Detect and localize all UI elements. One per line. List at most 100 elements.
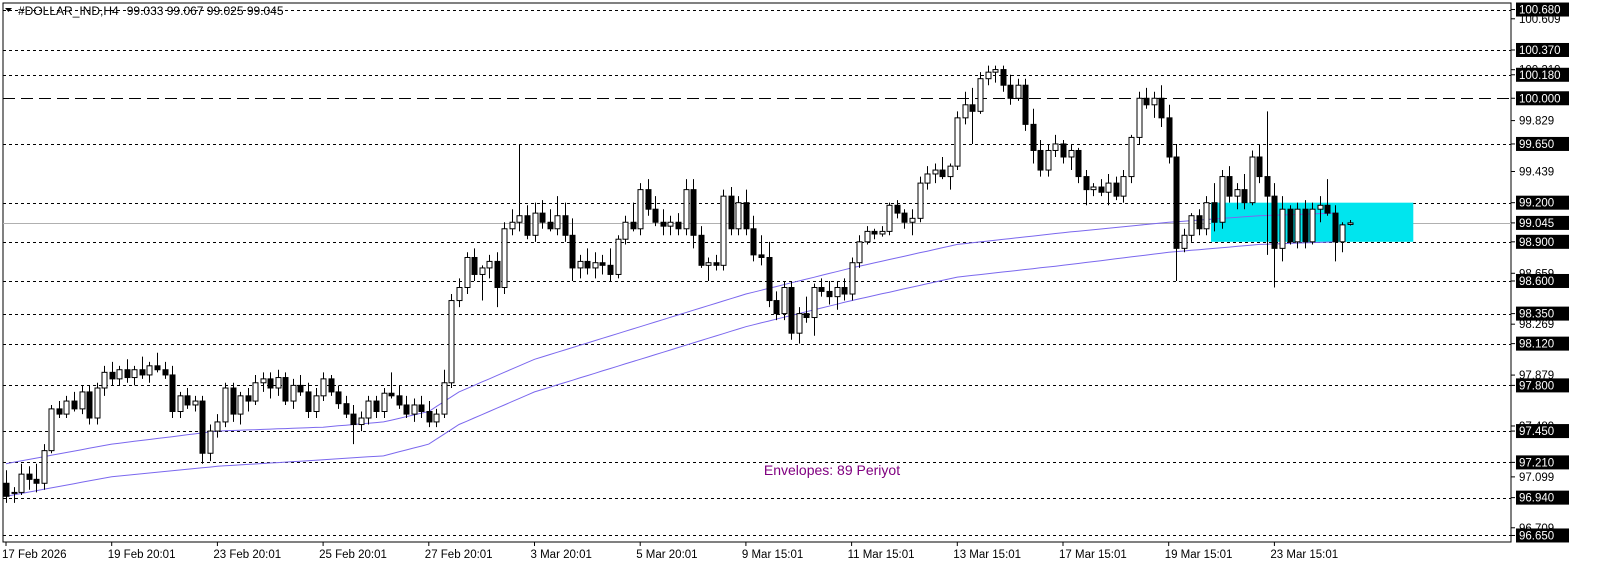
- candle[interactable]: [796, 307, 803, 344]
- candle[interactable]: [864, 226, 871, 245]
- candle[interactable]: [33, 463, 40, 493]
- candle[interactable]: [1158, 85, 1165, 127]
- candle[interactable]: [290, 378, 297, 409]
- candle[interactable]: [124, 359, 131, 383]
- candle[interactable]: [1196, 209, 1203, 236]
- candle[interactable]: [1128, 134, 1135, 184]
- candle[interactable]: [313, 388, 320, 419]
- candle[interactable]: [267, 372, 274, 399]
- candle[interactable]: [1324, 179, 1331, 216]
- candle[interactable]: [486, 254, 493, 279]
- candle[interactable]: [577, 254, 584, 279]
- candle[interactable]: [818, 278, 825, 297]
- candle[interactable]: [592, 252, 599, 279]
- candle[interactable]: [328, 374, 335, 396]
- candle[interactable]: [1203, 196, 1210, 236]
- candle[interactable]: [456, 278, 463, 308]
- candle[interactable]: [260, 372, 267, 392]
- candle[interactable]: [1181, 228, 1188, 253]
- candle[interactable]: [1045, 143, 1052, 177]
- candle[interactable]: [826, 280, 833, 305]
- candle[interactable]: [735, 196, 742, 236]
- candle[interactable]: [471, 248, 478, 281]
- candle[interactable]: [501, 222, 508, 295]
- candle[interactable]: [901, 209, 908, 229]
- candle[interactable]: [985, 65, 992, 86]
- candle[interactable]: [139, 356, 146, 379]
- candle[interactable]: [667, 215, 674, 236]
- candle[interactable]: [1256, 143, 1263, 184]
- candle[interactable]: [1083, 170, 1090, 206]
- candle[interactable]: [954, 111, 961, 171]
- candle[interactable]: [116, 365, 123, 386]
- candle[interactable]: [1022, 78, 1029, 131]
- candle[interactable]: [237, 391, 244, 425]
- candle[interactable]: [1166, 104, 1173, 164]
- candle[interactable]: [849, 257, 856, 301]
- candle[interactable]: [1347, 220, 1354, 226]
- candle[interactable]: [539, 200, 546, 229]
- candle[interactable]: [1287, 205, 1294, 245]
- candle[interactable]: [615, 235, 622, 279]
- candle[interactable]: [177, 391, 184, 419]
- candle[interactable]: [856, 235, 863, 268]
- candle[interactable]: [1279, 196, 1286, 262]
- candle[interactable]: [630, 202, 637, 232]
- candle[interactable]: [335, 385, 342, 409]
- time-axis[interactable]: 17 Feb 2026 19 Feb 20:01 23 Feb 20:01 25 Fe…: [2, 542, 1338, 561]
- candle[interactable]: [48, 404, 55, 454]
- candle[interactable]: [94, 382, 101, 425]
- candle[interactable]: [645, 179, 652, 216]
- candle[interactable]: [1075, 147, 1082, 184]
- candle[interactable]: [162, 361, 169, 379]
- chevron-down-icon[interactable]: [5, 8, 12, 12]
- candle[interactable]: [305, 382, 312, 419]
- candle[interactable]: [358, 411, 365, 432]
- candle[interactable]: [758, 235, 765, 266]
- candle[interactable]: [932, 163, 939, 184]
- candle[interactable]: [917, 176, 924, 223]
- envelope-upper-line[interactable]: [5, 212, 1335, 465]
- candle[interactable]: [622, 215, 629, 245]
- candle[interactable]: [131, 365, 138, 386]
- candle[interactable]: [705, 257, 712, 281]
- candle[interactable]: [433, 408, 440, 428]
- candle[interactable]: [750, 215, 757, 262]
- candle[interactable]: [1211, 183, 1218, 232]
- candle[interactable]: [320, 372, 327, 402]
- candle[interactable]: [448, 294, 455, 388]
- candle[interactable]: [1317, 196, 1324, 223]
- candle[interactable]: [547, 209, 554, 232]
- candle[interactable]: [803, 296, 810, 323]
- candle[interactable]: [1241, 173, 1248, 210]
- candle[interactable]: [947, 163, 954, 190]
- candle[interactable]: [1098, 179, 1105, 197]
- candle[interactable]: [1339, 222, 1346, 253]
- candle[interactable]: [939, 157, 946, 180]
- candle[interactable]: [841, 278, 848, 301]
- candle[interactable]: [365, 395, 372, 425]
- candle[interactable]: [879, 226, 886, 237]
- candle[interactable]: [403, 395, 410, 419]
- candle[interactable]: [660, 209, 667, 236]
- candle[interactable]: [71, 391, 78, 412]
- candle[interactable]: [834, 280, 841, 310]
- candle[interactable]: [1271, 183, 1278, 288]
- candle[interactable]: [222, 382, 229, 428]
- candle[interactable]: [1226, 166, 1233, 203]
- candle[interactable]: [494, 252, 501, 308]
- candle[interactable]: [683, 179, 690, 236]
- candle[interactable]: [1113, 176, 1120, 201]
- candle[interactable]: [554, 196, 561, 236]
- candle[interactable]: [184, 388, 191, 409]
- candle[interactable]: [1249, 150, 1256, 206]
- candle[interactable]: [924, 166, 931, 190]
- candle[interactable]: [214, 414, 221, 438]
- candle[interactable]: [637, 183, 644, 236]
- candle[interactable]: [56, 401, 63, 419]
- candle[interactable]: [690, 179, 697, 249]
- price-axis[interactable]: 100.680100.609100.370100.219100.180100.0…: [1511, 2, 1569, 543]
- candle[interactable]: [79, 385, 86, 415]
- candle[interactable]: [86, 385, 93, 425]
- candle[interactable]: [154, 352, 161, 373]
